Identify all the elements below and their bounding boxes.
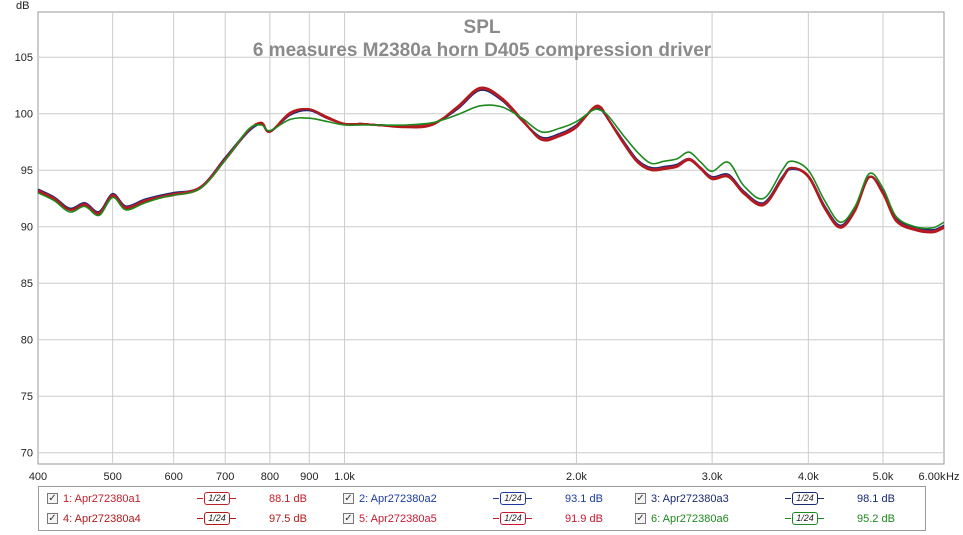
legend-item-3: ✓ 3: Apr272380a3 1/24 98.1 dB xyxy=(635,491,925,507)
smoothing-button[interactable]: 1/24 xyxy=(197,512,237,526)
legend-series-name: 5: Apr272380a5 xyxy=(359,513,437,525)
legend-series-name: 1: Apr272380a1 xyxy=(63,493,141,505)
x-tick-label: 700 xyxy=(216,471,234,483)
legend-series-name: 3: Apr272380a3 xyxy=(651,493,729,505)
legend-value: 91.9 dB xyxy=(565,513,603,525)
grid-lines xyxy=(38,12,944,464)
y-tick-label: 80 xyxy=(21,335,33,347)
legend-checkbox[interactable]: ✓ xyxy=(635,513,646,524)
y-tick-label: 70 xyxy=(21,448,33,460)
legend-value: 98.1 dB xyxy=(857,493,895,505)
spl-chart: 70 75 80 85 90 95 100 105 400 500 600 700 800 900 1.0k… xyxy=(15,0,960,483)
y-tick-label: 100 xyxy=(15,109,33,121)
x-tick-label: 900 xyxy=(300,471,318,483)
legend-checkbox[interactable]: ✓ xyxy=(47,513,58,524)
smoothing-button[interactable]: 1/24 xyxy=(197,492,237,506)
y-axis-label: dB xyxy=(16,0,29,12)
y-tick-label: 85 xyxy=(21,278,33,290)
x-tick-label: 4.0k xyxy=(798,471,819,483)
legend-series-name: 2: Apr272380a2 xyxy=(359,493,437,505)
y-tick-label: 95 xyxy=(21,165,33,177)
legend-value: 93.1 dB xyxy=(565,493,603,505)
y-tick-label: 90 xyxy=(21,222,33,234)
x-tick-label: 600 xyxy=(164,471,182,483)
legend-item-5: ✓ 5: Apr272380a5 1/24 91.9 dB xyxy=(343,511,633,527)
x-tick-label: 5.0k xyxy=(873,471,894,483)
y-tick-label: 75 xyxy=(21,391,33,403)
x-axis-unit: Hz xyxy=(946,471,959,483)
axis-ticks: 70 75 80 85 90 95 100 105 400 500 600 700 800 900 1.0k… xyxy=(15,52,960,483)
series-lines xyxy=(37,86,945,234)
legend-item-2: ✓ 2: Apr272380a2 1/24 93.1 dB xyxy=(343,491,633,507)
legend-item-4: ✓ 4: Apr272380a4 1/24 97.5 dB xyxy=(47,511,337,527)
legend-panel: ✓ 1: Apr272380a1 1/24 88.1 dB ✓ 2: Apr272380a… xyxy=(38,486,926,531)
smoothing-button[interactable]: 1/24 xyxy=(785,512,825,526)
legend-series-name: 4: Apr272380a4 xyxy=(63,513,141,525)
x-tick-label: 3.0k xyxy=(702,471,723,483)
series-line-6 xyxy=(37,104,945,230)
x-tick-label: 500 xyxy=(103,471,121,483)
legend-checkbox[interactable]: ✓ xyxy=(635,493,646,504)
legend-value: 95.2 dB xyxy=(857,513,895,525)
legend-value: 88.1 dB xyxy=(269,493,307,505)
smoothing-button[interactable]: 1/24 xyxy=(493,492,533,506)
x-tick-label: 400 xyxy=(29,471,47,483)
x-tick-label: 800 xyxy=(261,471,279,483)
legend-value: 97.5 dB xyxy=(269,513,307,525)
x-tick-label: 2.0k xyxy=(566,471,587,483)
legend-checkbox[interactable]: ✓ xyxy=(343,513,354,524)
plot-area xyxy=(37,11,945,465)
legend-checkbox[interactable]: ✓ xyxy=(343,493,354,504)
legend-series-name: 6: Apr272380a6 xyxy=(651,513,729,525)
x-tick-label: 6.00k xyxy=(919,471,946,483)
y-tick-label: 105 xyxy=(15,52,33,64)
smoothing-button[interactable]: 1/24 xyxy=(493,512,533,526)
legend-item-1: ✓ 1: Apr272380a1 1/24 88.1 dB xyxy=(47,491,337,507)
legend-item-6: ✓ 6: Apr272380a6 1/24 95.2 dB xyxy=(635,511,925,527)
chart-title: SPL xyxy=(464,17,501,38)
chart-subtitle: 6 measures M2380a horn D405 compression … xyxy=(253,40,712,61)
smoothing-button[interactable]: 1/24 xyxy=(785,492,825,506)
x-tick-label: 1.0k xyxy=(334,471,355,483)
legend-checkbox[interactable]: ✓ xyxy=(47,493,58,504)
